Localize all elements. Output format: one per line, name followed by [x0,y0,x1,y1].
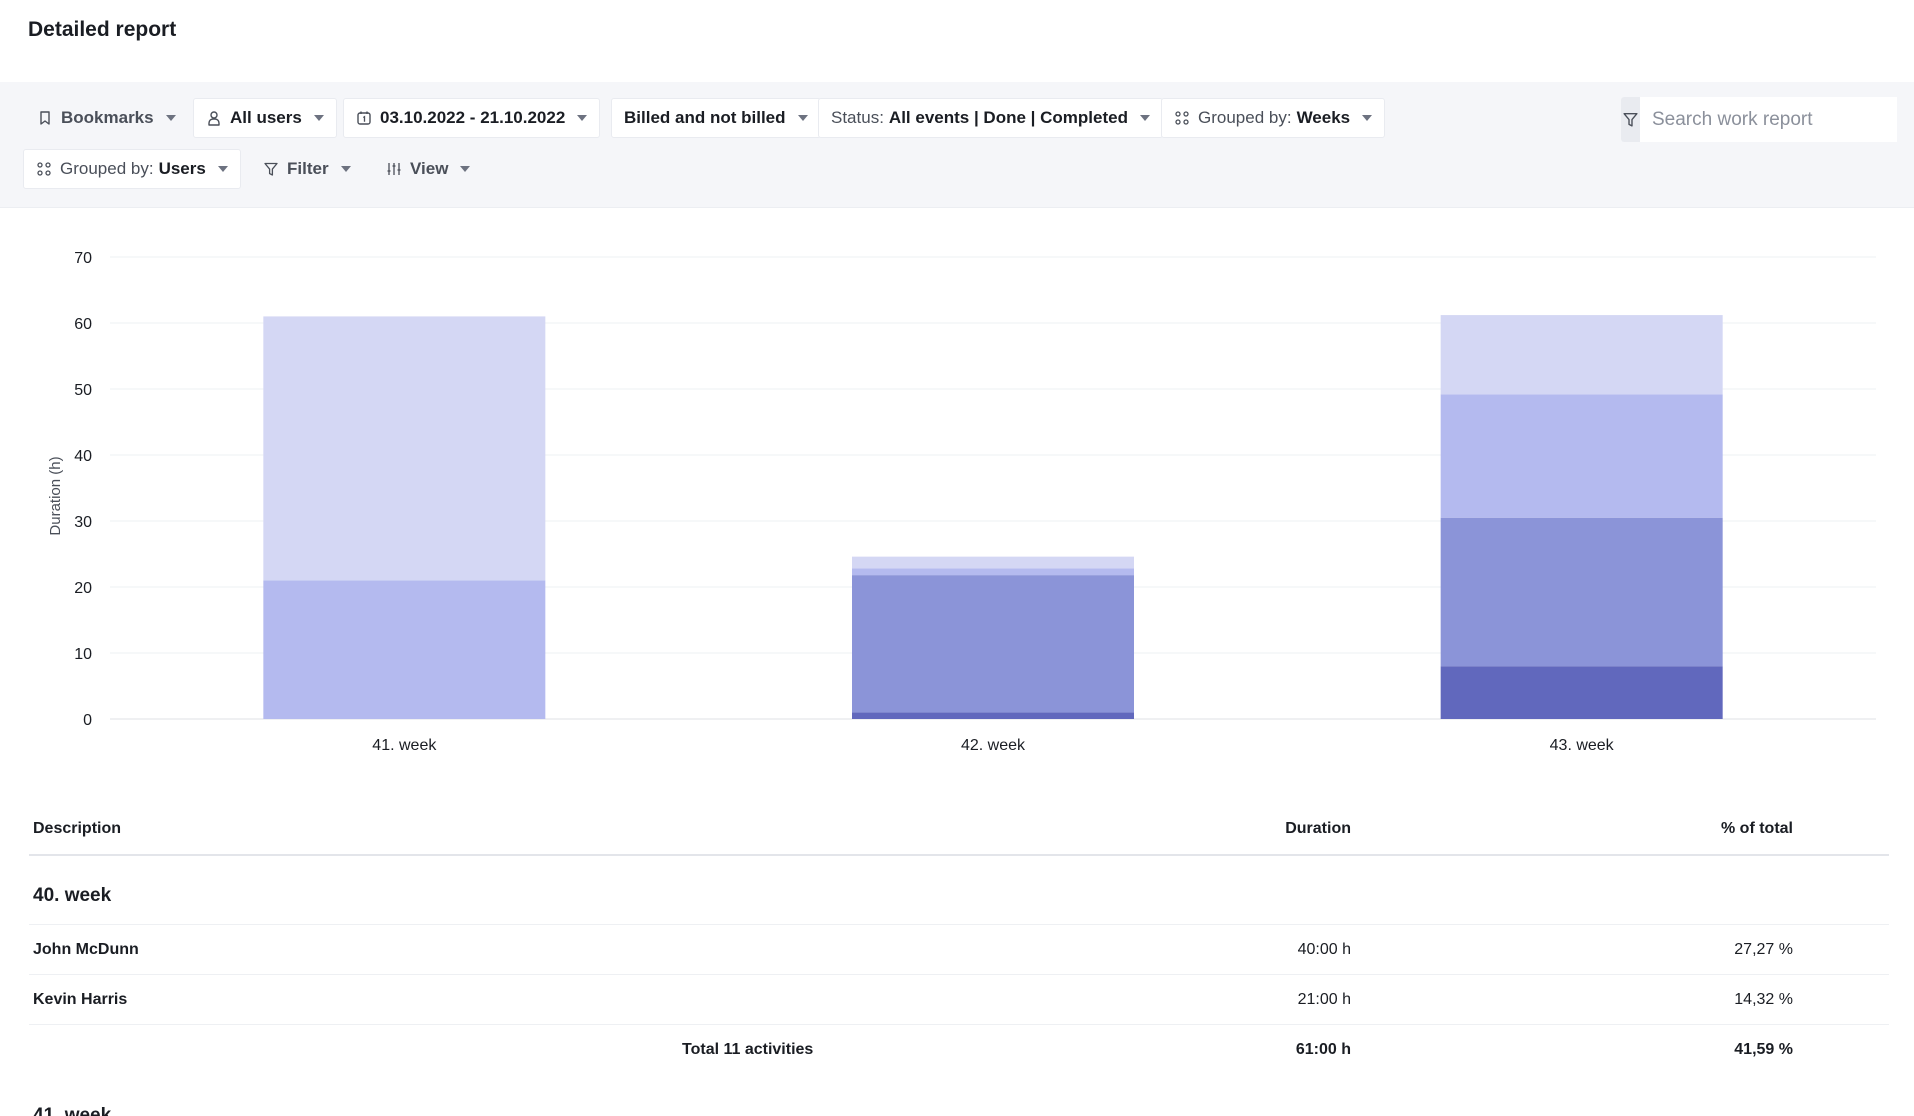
bar-segment [1440,315,1723,395]
group-header: 41. week [29,1075,1889,1116]
caret-down-icon [460,166,471,172]
filter-icon [263,161,279,177]
column-duration: Duration [1285,820,1351,837]
caret-down-icon [217,166,228,172]
bar-segment [1440,394,1723,518]
group2-value: Users [158,159,206,178]
column-percent: % of total [1721,820,1793,837]
x-tick-label: 41. week [372,737,437,754]
row-percent: 14,32 % [1734,991,1793,1008]
date-range-picker[interactable]: 03.10.2022 - 21.10.2022 [343,98,601,138]
status-prefix: Status: [831,108,884,127]
y-tick-label: 30 [74,514,92,531]
status-value: All events | Done | Completed [888,108,1128,127]
bar-segment [852,556,1134,569]
bar-segment [852,712,1134,719]
bar-segment [852,568,1134,576]
caret-down-icon [1362,115,1373,121]
y-tick-label: 40 [74,448,92,465]
date-range-label: 03.10.2022 - 21.10.2022 [380,108,566,127]
bar-segment [263,580,546,719]
table-row[interactable]: Kevin Harris 21:00 h 14,32 % [29,975,1889,1025]
total-percent: 41,59 % [1734,1041,1793,1058]
row-percent: 27,27 % [1734,941,1793,958]
users-dropdown[interactable]: All users [193,98,337,138]
page-header: Detailed report [0,0,1914,82]
search-filter-button[interactable] [1621,97,1640,142]
group-by-weeks-dropdown[interactable]: Grouped by: Weeks [1161,98,1386,138]
group-title: 40. week [33,885,112,906]
group1-prefix: Grouped by: [1198,108,1292,127]
x-tick-label: 42. week [961,737,1026,754]
grid-icon [1174,110,1190,126]
row-name: John McDunn [33,941,139,958]
billing-dropdown[interactable]: Billed and not billed [611,98,821,138]
search-box [1621,97,1897,142]
caret-down-icon [340,166,351,172]
row-duration: 40:00 h [1297,941,1351,958]
total-label: Total 11 activities [682,1041,814,1058]
x-tick-label: 43. week [1550,737,1615,754]
y-tick-label: 20 [74,580,92,597]
filter-icon [1623,112,1638,127]
caret-down-icon [1139,115,1150,121]
total-row: Total 11 activities 61:00 h 41,59 % [29,1025,1889,1075]
calendar-icon [356,110,372,126]
filter-dropdown[interactable]: Filter [250,149,364,189]
bookmarks-label: Bookmarks [61,108,154,127]
view-dropdown[interactable]: View [373,149,483,189]
grid-icon [36,161,52,177]
bar-segment [263,316,546,581]
stacked-bar-chart: 0 10 20 30 40 50 60 70 Duration (h) 41. week 42. w… [47,250,1876,754]
status-dropdown[interactable]: Status: All events | Done | Completed [818,98,1163,138]
bar-segment [1440,517,1723,667]
users-label: All users [230,108,302,127]
y-tick-label: 0 [83,712,92,729]
bar-segment [1440,666,1723,719]
caret-down-icon [313,115,324,121]
y-tick-label: 60 [74,316,92,333]
bookmark-icon [37,110,53,126]
caret-down-icon [797,115,808,121]
view-label: View [410,159,449,178]
sliders-icon [386,161,402,177]
table-row[interactable]: John McDunn 40:00 h 27,27 % [29,925,1889,975]
total-duration: 61:00 h [1295,1041,1351,1058]
group-header: 40. week [29,856,1889,925]
filter-toolbar: Bookmarks All users 03.10.2022 - 21.10.2… [0,82,1914,208]
group-title: 41. week [33,1105,112,1116]
user-icon [206,110,222,126]
report-table: Description Duration % of total 40. week… [29,810,1889,1116]
row-duration: 21:00 h [1297,991,1351,1008]
bookmarks-dropdown[interactable]: Bookmarks [24,98,189,138]
table-header: Description Duration % of total [29,810,1889,856]
row-name: Kevin Harris [33,991,128,1008]
duration-chart: 0 10 20 30 40 50 60 70 Duration (h) 41. week 42. w… [0,220,1914,760]
y-axis-label: Duration (h) [47,456,64,535]
group2-prefix: Grouped by: [60,159,154,178]
column-description: Description [33,820,122,837]
page-title: Detailed report [28,18,177,41]
caret-down-icon [165,115,176,121]
group-by-users-dropdown[interactable]: Grouped by: Users [23,149,241,189]
search-input[interactable] [1640,97,1897,142]
group1-value: Weeks [1296,108,1351,127]
y-tick-label: 50 [74,382,92,399]
y-tick-label: 10 [74,646,92,663]
bar-segment [852,575,1134,713]
filter-label: Filter [287,159,329,178]
caret-down-icon [577,115,588,121]
billing-label: Billed and not billed [624,108,786,127]
y-tick-label: 70 [74,250,92,267]
